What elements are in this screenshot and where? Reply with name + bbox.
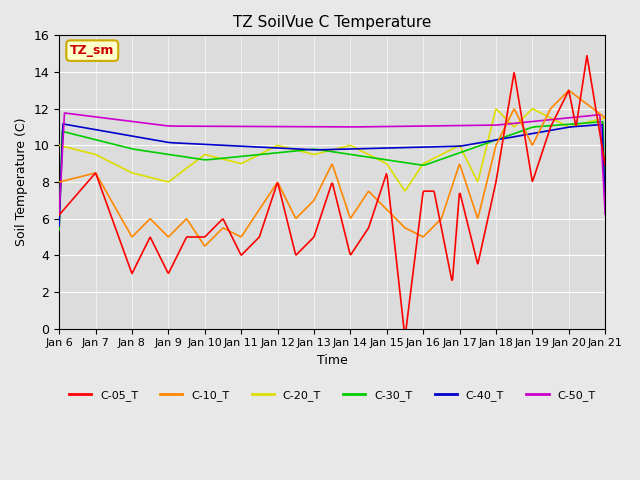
- X-axis label: Time: Time: [317, 354, 348, 367]
- Legend: C-05_T, C-10_T, C-20_T, C-30_T, C-40_T, C-50_T: C-05_T, C-10_T, C-20_T, C-30_T, C-40_T, …: [65, 385, 600, 405]
- Text: TZ_sm: TZ_sm: [70, 44, 115, 57]
- Title: TZ SoilVue C Temperature: TZ SoilVue C Temperature: [233, 15, 431, 30]
- Y-axis label: Soil Temperature (C): Soil Temperature (C): [15, 118, 28, 246]
